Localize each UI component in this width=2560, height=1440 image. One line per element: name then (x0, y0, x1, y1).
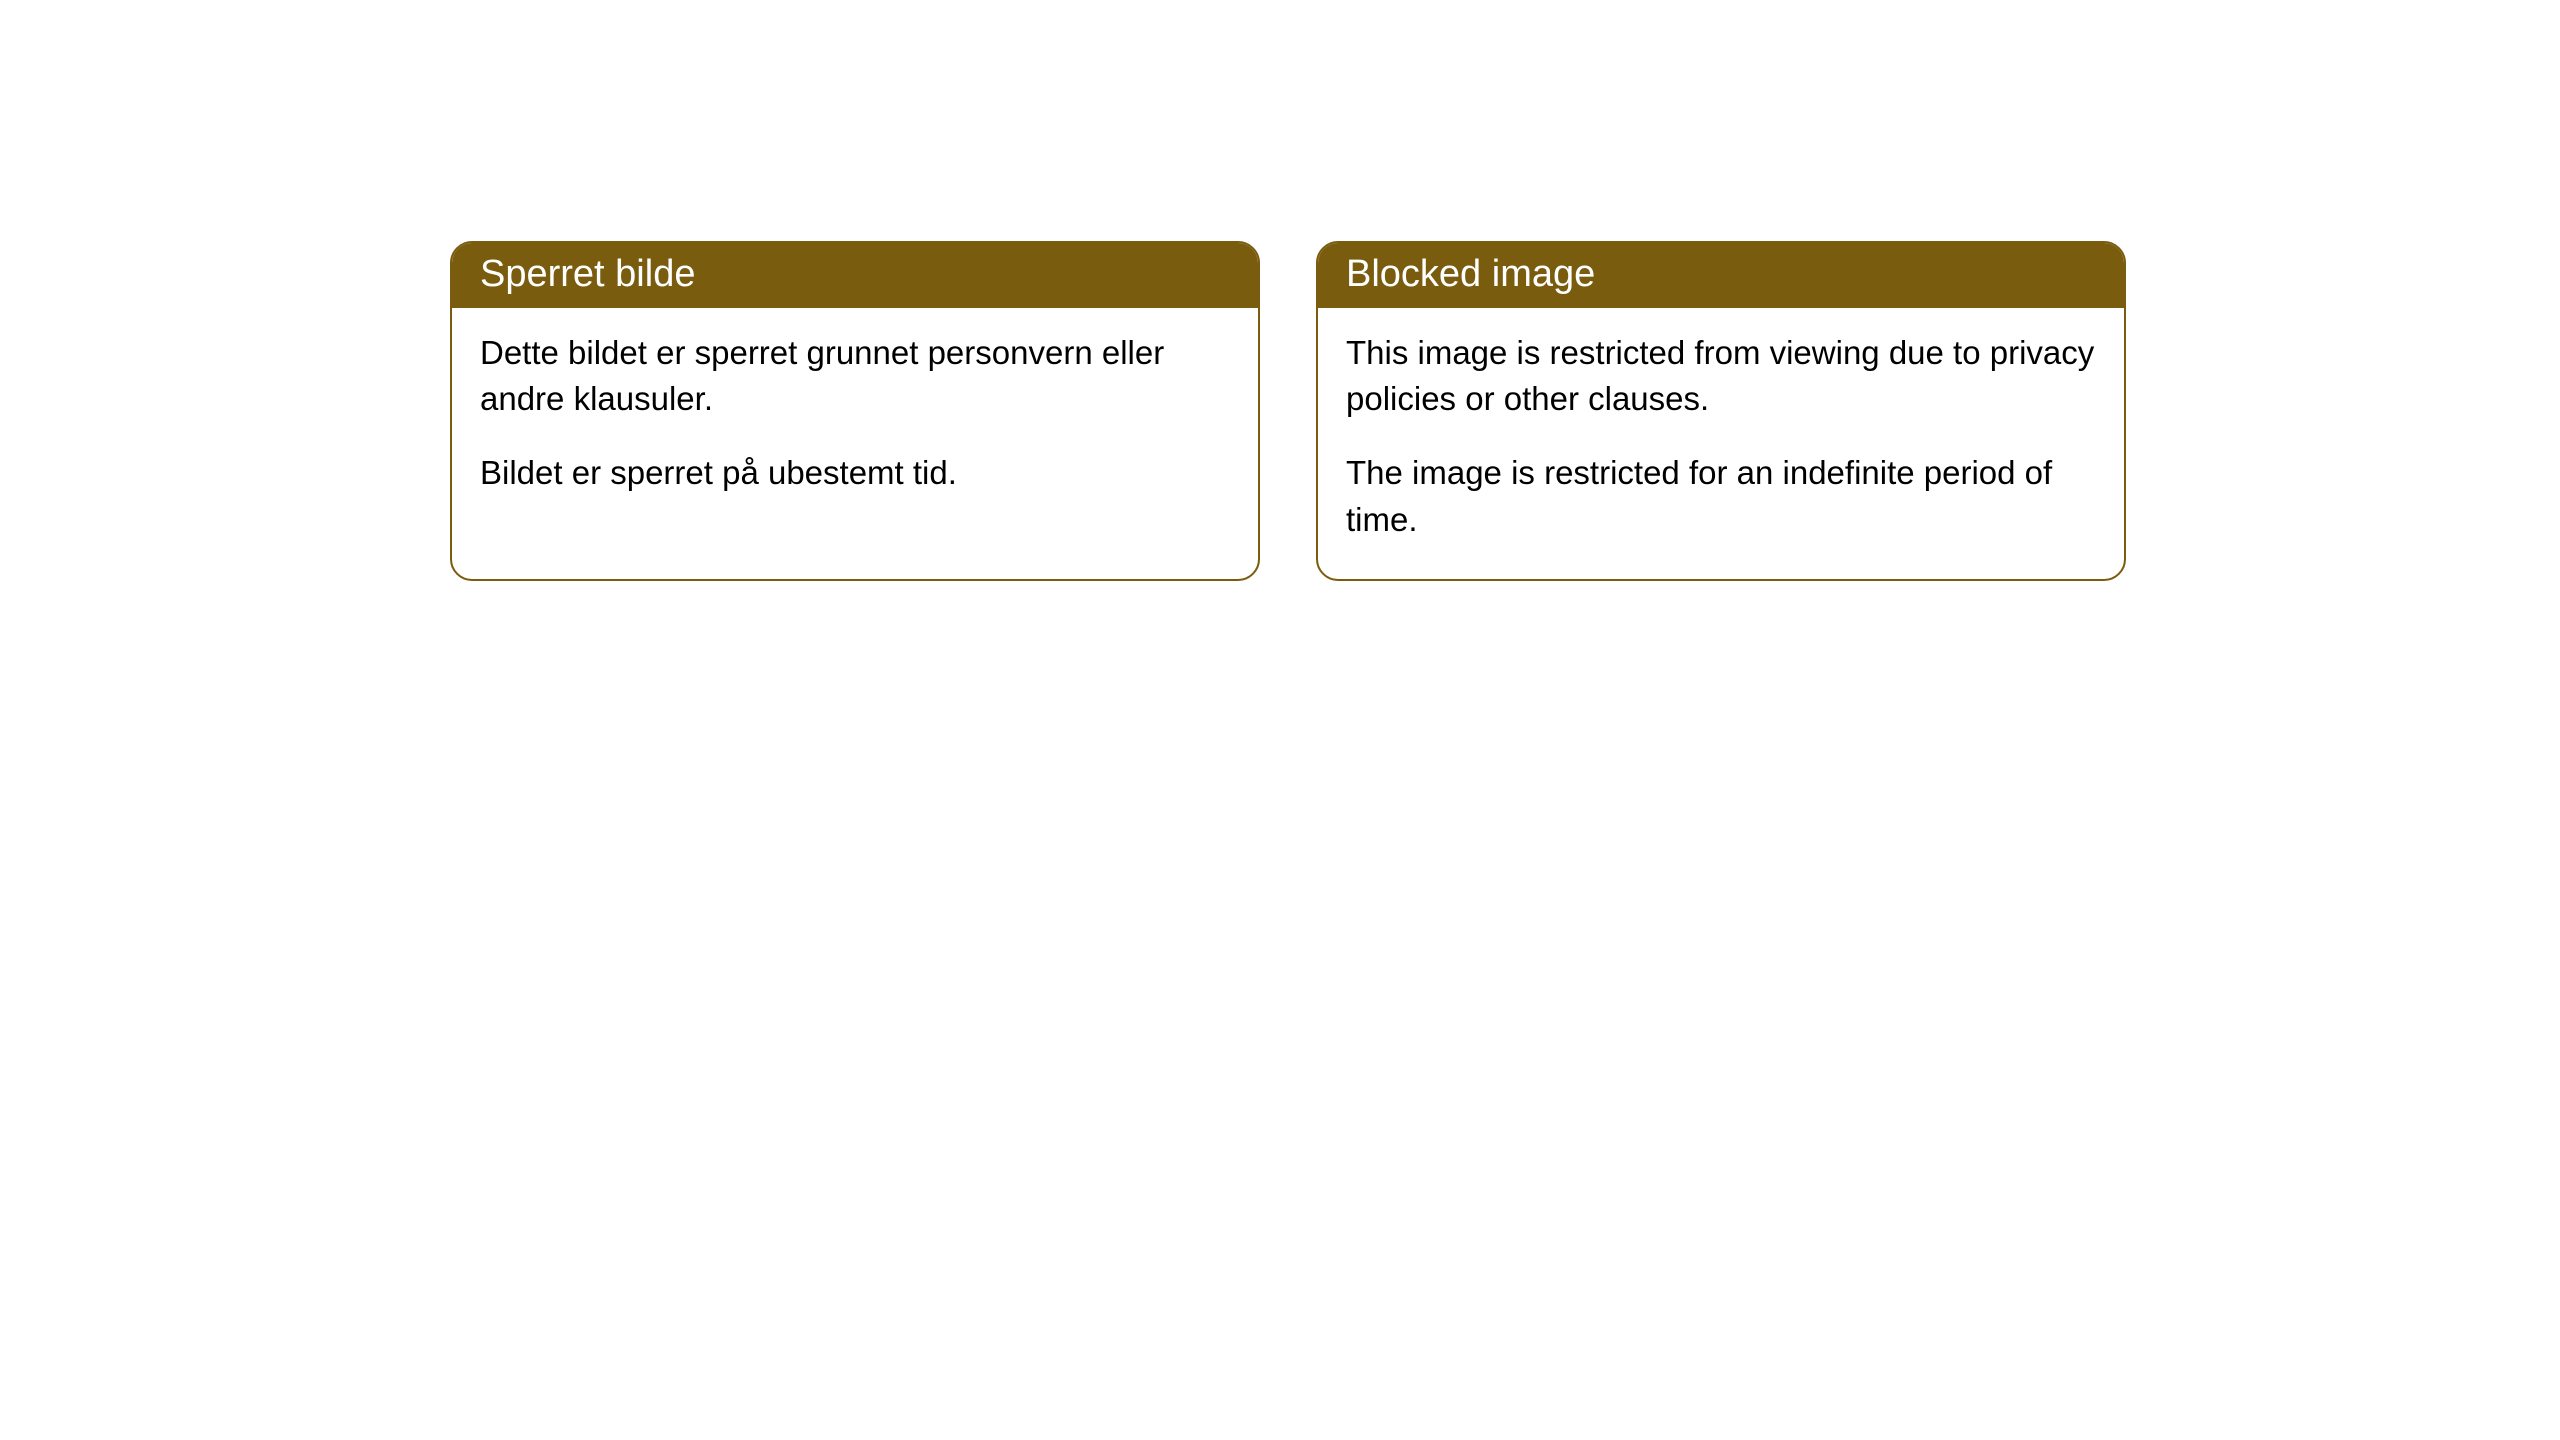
card-body-no: Dette bildet er sperret grunnet personve… (452, 308, 1258, 533)
blocked-image-card-en: Blocked image This image is restricted f… (1316, 241, 2126, 581)
card-header-en: Blocked image (1318, 243, 2124, 308)
card-paragraph-no-2: Bildet er sperret på ubestemt tid. (480, 450, 1230, 496)
card-paragraph-en-1: This image is restricted from viewing du… (1346, 330, 2096, 422)
card-body-en: This image is restricted from viewing du… (1318, 308, 2124, 579)
blocked-image-card-no: Sperret bilde Dette bildet er sperret gr… (450, 241, 1260, 581)
card-header-no: Sperret bilde (452, 243, 1258, 308)
card-container: Sperret bilde Dette bildet er sperret gr… (450, 241, 2126, 581)
card-paragraph-no-1: Dette bildet er sperret grunnet personve… (480, 330, 1230, 422)
card-paragraph-en-2: The image is restricted for an indefinit… (1346, 450, 2096, 542)
